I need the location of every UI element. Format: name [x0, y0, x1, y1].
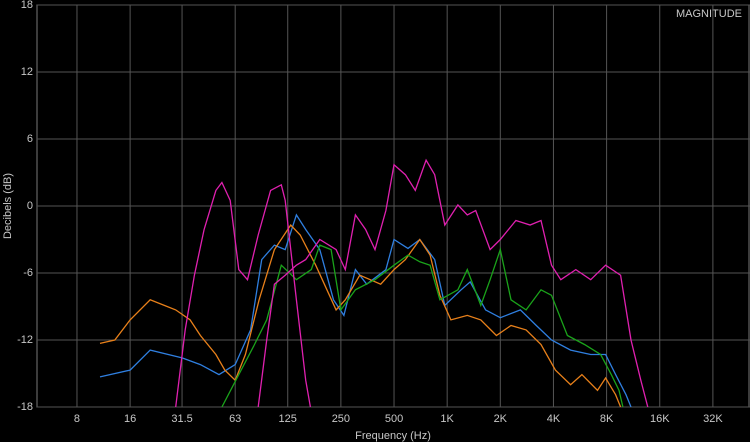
y-tick-label: -18: [17, 401, 33, 413]
x-tick-label: 8K: [600, 413, 614, 425]
y-tick-label: 12: [21, 66, 33, 78]
x-tick-label: 63: [229, 413, 241, 425]
x-tick-label: 250: [332, 413, 350, 425]
y-tick-label: 18: [21, 0, 33, 11]
series-line: [175, 181, 312, 407]
y-tick-label: 6: [27, 133, 33, 145]
x-tick-label: 31.5: [171, 413, 192, 425]
x-tick-label: 2K: [494, 413, 508, 425]
y-tick-label: -12: [17, 334, 33, 346]
y-tick-label: -6: [23, 267, 33, 279]
x-tick-label: 16: [124, 413, 136, 425]
chart-title: MAGNITUDE: [676, 8, 742, 20]
x-tick-label: 32K: [703, 413, 723, 425]
x-axis-label: Frequency (Hz): [355, 430, 431, 442]
x-tick-label: 125: [279, 413, 297, 425]
y-axis-label: Decibels (dB): [2, 173, 14, 239]
series-line: [257, 158, 649, 407]
plot-lines: [99, 158, 649, 407]
x-tick-label: 4K: [547, 413, 561, 425]
x-tick-label: 500: [385, 413, 403, 425]
series-line: [99, 213, 632, 407]
x-tick-label: 16K: [650, 413, 670, 425]
x-tick-label: 1K: [440, 413, 454, 425]
series-line: [99, 223, 622, 407]
x-tick-label: 8: [74, 413, 80, 425]
series-line: [221, 244, 624, 407]
y-tick-label: 0: [27, 200, 33, 212]
